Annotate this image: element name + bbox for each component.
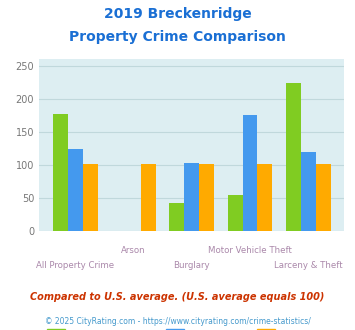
Bar	[141, 164, 156, 231]
Text: Motor Vehicle Theft: Motor Vehicle Theft	[208, 246, 292, 255]
Text: 2019 Breckenridge: 2019 Breckenridge	[104, 7, 251, 20]
Bar	[169, 203, 184, 231]
Bar	[316, 164, 331, 231]
Text: Larceny & Theft: Larceny & Theft	[274, 261, 343, 270]
Bar	[184, 163, 199, 231]
Bar	[228, 195, 242, 231]
Text: Burglary: Burglary	[173, 261, 210, 270]
Bar	[242, 115, 257, 231]
Text: All Property Crime: All Property Crime	[36, 261, 114, 270]
Bar	[83, 164, 98, 231]
Bar	[301, 152, 316, 231]
Bar	[257, 164, 272, 231]
Bar	[286, 83, 301, 231]
Legend: Breckenridge, Colorado, National: Breckenridge, Colorado, National	[44, 326, 339, 330]
Bar	[53, 114, 68, 231]
Text: Compared to U.S. average. (U.S. average equals 100): Compared to U.S. average. (U.S. average …	[30, 292, 325, 302]
Text: Arson: Arson	[121, 246, 146, 255]
Text: © 2025 CityRating.com - https://www.cityrating.com/crime-statistics/: © 2025 CityRating.com - https://www.city…	[45, 317, 310, 326]
Bar	[199, 164, 214, 231]
Text: Property Crime Comparison: Property Crime Comparison	[69, 30, 286, 44]
Bar	[68, 149, 83, 231]
